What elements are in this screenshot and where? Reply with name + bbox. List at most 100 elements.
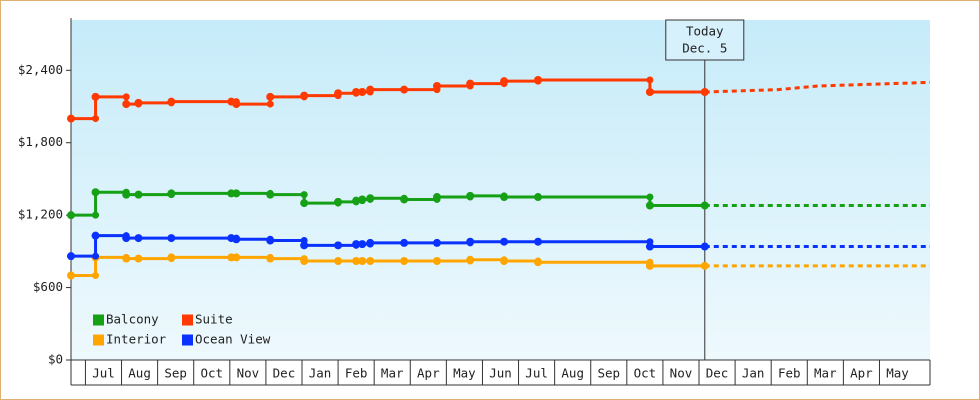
price-point bbox=[500, 193, 509, 202]
x-tick-label: Feb bbox=[345, 366, 368, 381]
price-point bbox=[167, 253, 176, 262]
x-tick-label: Apr bbox=[850, 366, 873, 381]
x-tick-label: Apr bbox=[417, 366, 440, 381]
price-point bbox=[645, 201, 654, 210]
step-end-dot bbox=[646, 76, 654, 84]
price-point bbox=[400, 238, 409, 247]
legend-label: Ocean View bbox=[195, 332, 271, 347]
x-tick-label: Nov bbox=[237, 366, 260, 381]
price-point bbox=[167, 189, 176, 198]
x-tick-label: Oct bbox=[634, 366, 657, 381]
price-point bbox=[500, 77, 509, 86]
price-point bbox=[645, 242, 654, 251]
price-point bbox=[466, 237, 475, 246]
price-point bbox=[358, 240, 367, 249]
price-point bbox=[358, 88, 367, 97]
price-point bbox=[400, 85, 409, 94]
price-point bbox=[122, 190, 131, 199]
step-end-dot bbox=[92, 115, 100, 123]
legend-label: Balcony bbox=[106, 312, 159, 327]
x-tick-label: Sep bbox=[597, 366, 620, 381]
today-label: Today bbox=[686, 24, 724, 39]
price-point bbox=[500, 237, 509, 246]
legend-label: Suite bbox=[195, 312, 233, 327]
y-tick-label: $600 bbox=[33, 279, 63, 294]
price-point bbox=[432, 81, 441, 90]
price-point bbox=[432, 193, 441, 202]
x-tick-label: Mar bbox=[814, 366, 837, 381]
price-point bbox=[334, 241, 343, 250]
y-tick-label: $1,800 bbox=[18, 134, 63, 149]
legend-swatch bbox=[182, 334, 193, 346]
price-point bbox=[366, 194, 375, 203]
step-end-dot bbox=[266, 100, 274, 108]
series bbox=[67, 75, 931, 123]
price-point bbox=[134, 98, 143, 107]
x-tick-label: Dec bbox=[706, 366, 729, 381]
price-point bbox=[300, 91, 309, 100]
price-point bbox=[645, 88, 654, 97]
price-point bbox=[167, 234, 176, 243]
price-point bbox=[67, 271, 75, 280]
price-point bbox=[134, 190, 143, 199]
price-point bbox=[534, 75, 543, 84]
price-point bbox=[134, 254, 143, 263]
price-point bbox=[67, 211, 75, 220]
x-tick-label: May bbox=[886, 366, 909, 381]
price-point bbox=[232, 253, 241, 262]
price-point bbox=[167, 97, 176, 106]
legend-swatch bbox=[93, 314, 104, 326]
x-tick-label: Jun bbox=[489, 366, 512, 381]
legend-swatch bbox=[93, 334, 104, 346]
price-point bbox=[67, 114, 75, 123]
price-point bbox=[534, 237, 543, 246]
price-point bbox=[366, 257, 375, 266]
price-point bbox=[352, 240, 361, 249]
legend-swatch bbox=[182, 314, 193, 326]
price-point bbox=[334, 257, 343, 266]
price-point bbox=[400, 195, 409, 204]
price-point bbox=[334, 89, 343, 98]
price-point bbox=[122, 100, 131, 109]
series bbox=[67, 253, 930, 280]
price-point bbox=[91, 188, 100, 197]
price-point bbox=[645, 261, 654, 270]
x-tick-label: Aug bbox=[561, 366, 584, 381]
price-point bbox=[534, 258, 543, 267]
price-point bbox=[352, 88, 361, 97]
price-point bbox=[366, 238, 375, 247]
price-point bbox=[266, 254, 275, 263]
x-tick-label: Oct bbox=[200, 366, 223, 381]
price-point bbox=[122, 254, 131, 263]
price-point bbox=[366, 85, 375, 94]
x-tick-label: Dec bbox=[273, 366, 296, 381]
legend-label: Interior bbox=[106, 332, 167, 347]
step-end-dot bbox=[92, 211, 100, 219]
price-point bbox=[358, 257, 367, 266]
y-tick-label: $0 bbox=[48, 352, 63, 367]
price-point bbox=[534, 193, 543, 202]
price-point bbox=[134, 234, 143, 243]
series bbox=[67, 188, 930, 220]
price-point bbox=[466, 79, 475, 88]
price-point bbox=[358, 195, 367, 204]
price-point bbox=[352, 196, 361, 205]
x-tick-label: Nov bbox=[670, 366, 693, 381]
step-end-dot bbox=[92, 272, 100, 279]
step-end-dot bbox=[646, 193, 654, 201]
price-point bbox=[300, 199, 309, 208]
price-point bbox=[266, 190, 275, 199]
step-end-dot bbox=[300, 191, 308, 199]
price-point bbox=[91, 92, 100, 101]
x-tick-label: Jan bbox=[309, 366, 332, 381]
price-point bbox=[352, 257, 361, 266]
x-tick-label: Sep bbox=[164, 366, 187, 381]
series bbox=[67, 231, 930, 261]
x-tick-label: Feb bbox=[778, 366, 801, 381]
price-point bbox=[400, 257, 409, 266]
price-point bbox=[334, 197, 343, 206]
today-box bbox=[665, 19, 745, 61]
y-tick-label: $1,200 bbox=[18, 207, 63, 222]
today-label: Dec. 5 bbox=[682, 41, 727, 56]
